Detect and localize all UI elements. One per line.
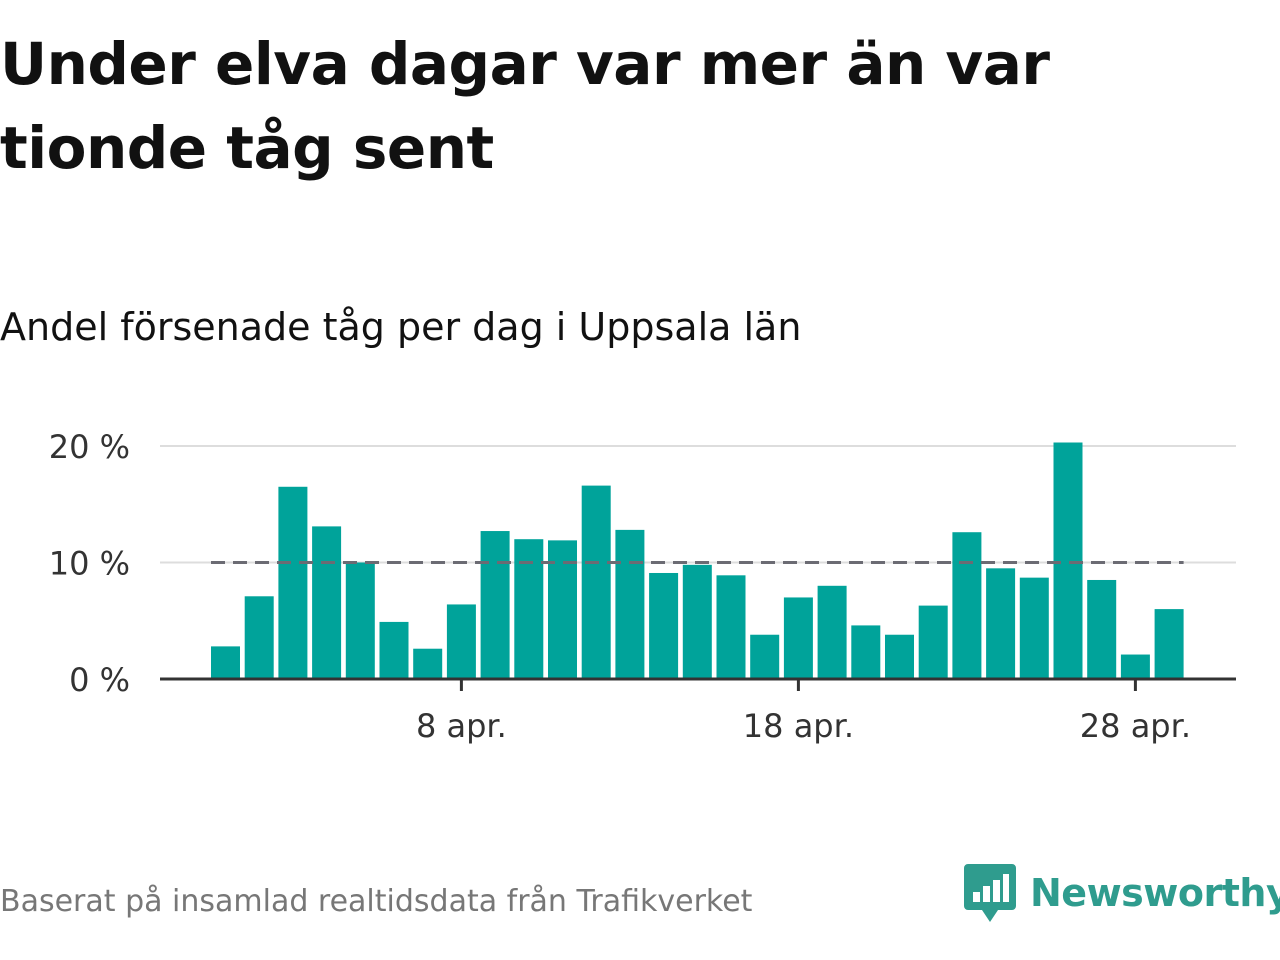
bar (446, 604, 476, 679)
bar-chart: 0 % 10 % 20 % 8 apr. 18 apr. 28 apr. (49, 428, 1236, 745)
x-tick-label: 28 apr. (1080, 707, 1191, 745)
bar (716, 575, 746, 679)
y-tick-label: 10 % (49, 545, 130, 583)
bar (1087, 579, 1117, 679)
bar (851, 625, 881, 679)
bar (986, 568, 1016, 679)
bar (918, 605, 948, 679)
bar (682, 564, 712, 679)
bar (211, 646, 240, 679)
bar (312, 526, 342, 679)
bar (783, 597, 813, 679)
bar (885, 634, 914, 679)
bar (817, 585, 847, 679)
newsworthy-logo-icon (964, 864, 1016, 922)
y-tick-label: 0 % (69, 661, 130, 699)
bar (1053, 442, 1083, 679)
brand-logo: Newsworthy (964, 862, 1280, 924)
bar (345, 562, 375, 679)
chart-subtitle: Andel försenade tåg per dag i Uppsala lä… (0, 305, 802, 349)
bar (1120, 654, 1150, 679)
bar (514, 539, 544, 679)
axes: 0 % 10 % 20 % 8 apr. 18 apr. 28 apr. (49, 428, 1236, 745)
bar (615, 529, 645, 679)
x-tick-label: 18 apr. (743, 707, 854, 745)
bar (1019, 577, 1049, 679)
bar (1154, 609, 1184, 679)
x-tick-label: 8 apr. (416, 707, 507, 745)
bar (581, 485, 611, 679)
bar (480, 531, 510, 679)
chart-title: Under elva dagar var mer än var tionde t… (0, 30, 1050, 182)
source-note: Baserat på insamlad realtidsdata från Tr… (0, 884, 753, 919)
bar (379, 621, 409, 679)
bars (211, 442, 1184, 679)
bar (649, 572, 679, 679)
y-tick-label: 20 % (49, 428, 130, 466)
bar (952, 532, 982, 679)
bar (413, 648, 443, 679)
brand-name: Newsworthy (1030, 871, 1280, 915)
bar (750, 634, 780, 679)
bar (278, 486, 308, 679)
bar (244, 596, 274, 679)
